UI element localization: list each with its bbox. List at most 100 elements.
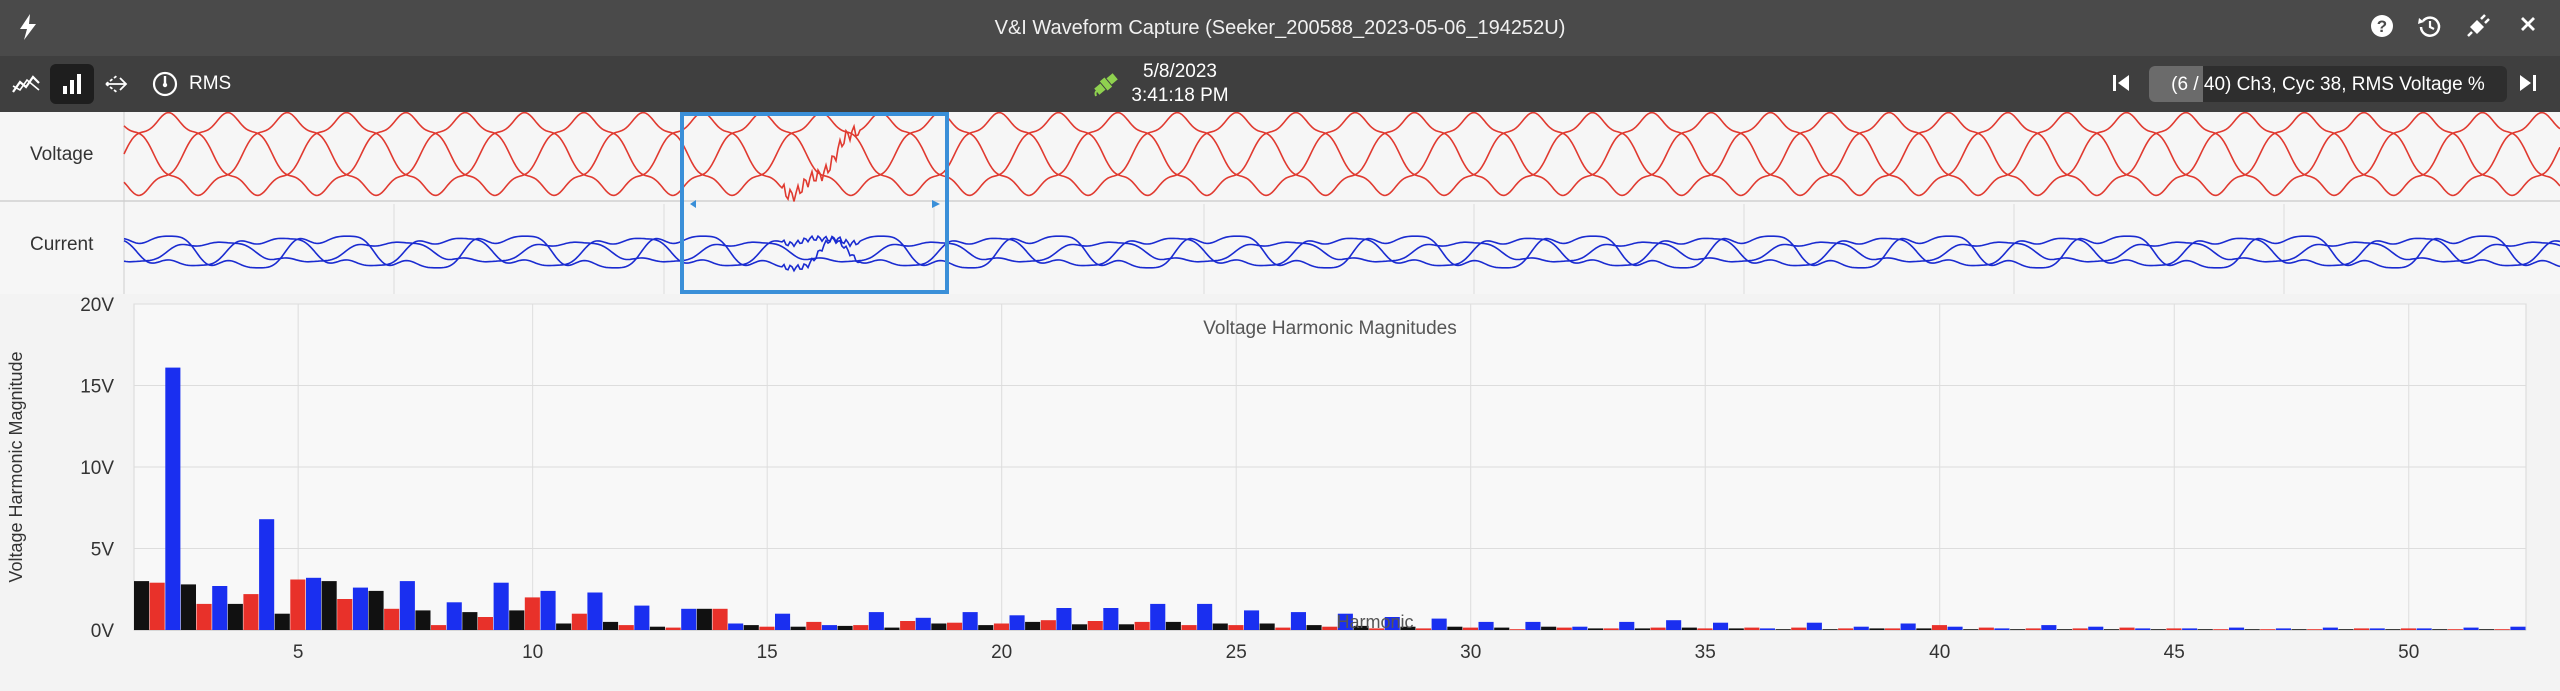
harmonic-bar-blue <box>259 519 275 630</box>
harmonic-bar-blue <box>399 581 415 630</box>
current-label: Current <box>30 234 94 255</box>
harmonic-bar-red <box>947 622 963 630</box>
harmonic-bar-black <box>1212 623 1228 630</box>
svg-text:?: ? <box>2377 17 2387 36</box>
harmonic-bar-red <box>2166 628 2182 630</box>
x-tick-label: 30 <box>1460 642 1481 663</box>
window-left-handle-icon[interactable] <box>690 200 696 208</box>
capture-date: 5/8/2023 <box>1143 61 1217 82</box>
satellite-icon <box>1092 69 1120 104</box>
harmonic-bar-blue <box>587 592 603 630</box>
harmonic-bar-red <box>759 626 775 630</box>
y-tick-label: 20V <box>80 295 114 316</box>
harmonic-bar-red <box>2447 629 2463 630</box>
current-phase-b-trace <box>123 234 2560 267</box>
harmonic-bar-red <box>1322 626 1338 630</box>
harmonic-bar-blue <box>1806 622 1822 630</box>
harmonic-bar-blue <box>2416 628 2432 630</box>
harmonic-bar-red <box>1556 627 1572 630</box>
harmonic-bar-black <box>180 584 196 630</box>
harmonic-bar-red <box>806 621 822 630</box>
chart-title: Voltage Harmonic Magnitudes <box>1203 318 1456 339</box>
harmonic-bar-red <box>1697 628 1713 630</box>
harmonic-bar-red <box>853 625 869 630</box>
voltage-phase-a-trace <box>123 112 2560 202</box>
waveform-overview[interactable]: Voltage Current <box>0 112 2560 294</box>
harmonic-bar-blue <box>1994 628 2010 630</box>
harmonic-bar-red <box>618 625 634 630</box>
harmonic-bar-black <box>1494 627 1510 630</box>
harmonic-bar-red <box>2354 628 2370 630</box>
y-tick-labels: 0V 5V 10V 15V 20V <box>80 295 114 642</box>
x-tick-label: 45 <box>2164 642 2185 663</box>
harmonic-bar-black <box>1400 626 1416 630</box>
record-selector[interactable]: (6 / 40) Ch3, Cyc 38, RMS Voltage % <box>2149 66 2507 102</box>
harmonic-bar-blue <box>1150 603 1166 630</box>
harmonic-bar-red <box>1885 628 1901 630</box>
close-icon[interactable] <box>2514 13 2542 41</box>
waveform-plot[interactable] <box>0 112 2560 294</box>
harmonic-bar-black <box>884 627 900 630</box>
y-axis-label: Voltage Harmonic Magnitude <box>6 351 26 582</box>
x-tick-label: 5 <box>293 642 304 663</box>
harmonic-bar-red <box>1087 621 1103 630</box>
harmonic-bar-red <box>2119 627 2135 630</box>
harmonic-bars <box>134 367 2526 630</box>
harmonic-bar-black <box>2150 629 2166 630</box>
phasor-view-button[interactable] <box>100 64 134 104</box>
harmonic-bar-black <box>1259 623 1275 630</box>
x-tick-labels: 5 10 15 20 25 30 35 40 45 50 <box>293 642 2419 663</box>
harmonic-bar-black <box>1728 628 1744 630</box>
harmonic-bar-blue <box>1290 612 1306 630</box>
harmonic-bar-blue <box>1619 621 1635 630</box>
harmonic-bar-black <box>1118 624 1134 630</box>
harmonic-bar-blue <box>2510 626 2526 630</box>
harmonic-bar-black <box>368 590 384 630</box>
y-tick-label: 15V <box>80 377 114 398</box>
last-record-icon[interactable] <box>2516 70 2540 101</box>
harmonic-bar-black <box>134 581 150 630</box>
toolbar: RMS 5/8/2023 3:41:18 PM (6 / 40) Ch3, Cy… <box>0 56 2560 112</box>
record-label: (6 / 40) Ch3, Cyc 38, RMS Voltage % <box>2171 74 2485 95</box>
current-phase-c-trace <box>123 241 2560 263</box>
x-tick-label: 20 <box>991 642 1012 663</box>
rms-mode-button[interactable] <box>148 64 182 104</box>
help-icon[interactable]: ? <box>2368 13 2396 41</box>
harmonic-chart: 0V 5V 10V 15V 20V 5 10 15 20 25 30 35 40 45 50 Voltag… <box>0 294 2560 686</box>
harmonic-bar-red <box>1931 625 1947 630</box>
harmonic-bar-red <box>1228 625 1244 630</box>
harmonic-bar-black <box>2338 629 2354 630</box>
history-icon[interactable] <box>2416 13 2444 41</box>
harmonic-bar-blue <box>2041 625 2057 630</box>
harmonic-bar-red <box>2072 628 2088 630</box>
harmonics-view-button[interactable] <box>50 64 94 104</box>
harmonic-bar-black <box>1541 626 1557 630</box>
harmonic-bar-black <box>321 581 337 630</box>
harmonic-bar-black <box>649 626 665 630</box>
harmonic-bar-blue <box>1900 623 1916 630</box>
harmonic-bar-blue <box>540 590 556 630</box>
harmonic-bar-red <box>2213 629 2229 630</box>
capture-datetime: 5/8/2023 3:41:18 PM <box>1130 60 1230 108</box>
window-right-handle-icon[interactable] <box>932 200 940 208</box>
harmonic-bar-red <box>2260 629 2276 630</box>
window-title: V&I Waveform Capture (Seeker_200588_2023… <box>994 17 1566 39</box>
harmonic-bar-black <box>2057 629 2073 630</box>
harmonic-bar-black <box>1916 628 1932 630</box>
harmonic-bar-black <box>1822 629 1838 630</box>
harmonic-bar-blue <box>493 582 509 630</box>
harmonic-bar-red <box>665 627 681 630</box>
harmonic-bar-blue <box>1384 617 1400 630</box>
harmonic-bar-blue <box>212 586 228 630</box>
harmonic-bar-red <box>712 608 728 630</box>
plugin-icon[interactable] <box>2464 13 2492 41</box>
harmonic-bar-red <box>1181 625 1197 630</box>
harmonic-bar-blue <box>352 587 368 630</box>
waveform-view-button[interactable] <box>6 64 46 104</box>
voltage-phase-c-trace <box>123 112 2560 197</box>
x-gridlines <box>297 304 2410 630</box>
selected-cycle-window[interactable] <box>680 112 949 294</box>
harmonic-bar-black <box>1963 629 1979 630</box>
first-record-icon[interactable] <box>2109 70 2133 101</box>
harmonic-bar-red <box>1369 628 1385 630</box>
